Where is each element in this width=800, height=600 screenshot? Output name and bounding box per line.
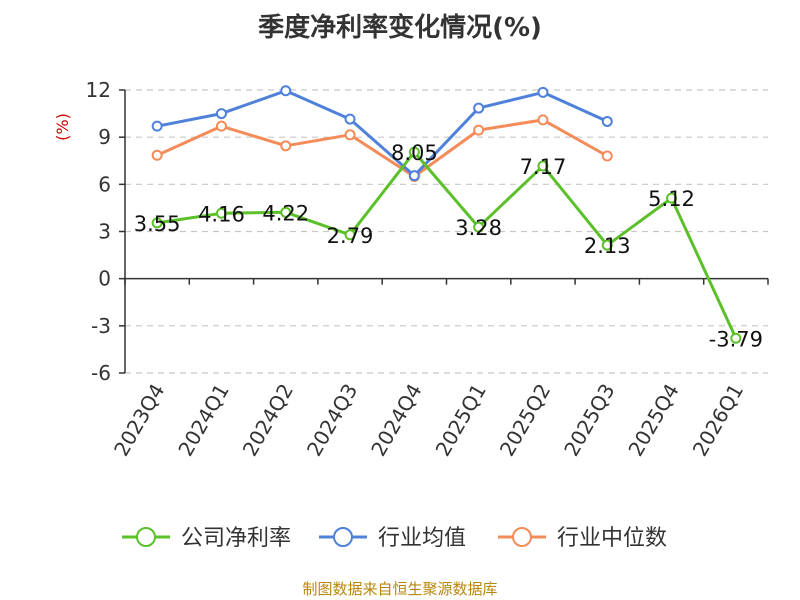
- legend-item: 行业均值: [319, 526, 466, 551]
- series-1: [151, 85, 613, 182]
- data-point: [601, 115, 613, 127]
- x-tick-label: 2024Q4: [366, 380, 426, 461]
- x-tick-label: 2025Q1: [431, 380, 491, 461]
- data-point: [344, 129, 356, 141]
- data-point: [344, 229, 356, 241]
- y-tick-label: 12: [86, 78, 111, 102]
- data-point: [601, 239, 613, 251]
- legend-marker: [136, 527, 156, 547]
- data-label: 7.17: [520, 155, 567, 179]
- legend-label: 公司净利率: [181, 526, 291, 551]
- data-label: -3.79: [709, 327, 763, 351]
- data-label: 2.13: [584, 234, 631, 258]
- data-point: [537, 114, 549, 126]
- data-point: [215, 207, 227, 219]
- data-point: [473, 221, 485, 233]
- x-tick-label: 2025Q3: [559, 380, 619, 461]
- data-point: [666, 192, 678, 204]
- data-label: 4.22: [262, 201, 309, 225]
- data-point: [537, 160, 549, 172]
- data-point: [280, 85, 292, 97]
- series-layer: [151, 85, 742, 344]
- y-tick-labels: 12 9 6 3 0 -3 -6: [86, 78, 111, 385]
- y-tick-label: 3: [98, 220, 111, 244]
- legend-label: 行业中位数: [557, 526, 667, 551]
- axes: [119, 89, 769, 374]
- data-point: [473, 124, 485, 136]
- series-line: [156, 150, 738, 339]
- x-tick-label: 2024Q1: [173, 380, 233, 461]
- x-tick-label: 2025Q2: [495, 380, 555, 461]
- data-point: [730, 332, 742, 344]
- data-point: [408, 170, 420, 182]
- y-tick-label: 6: [98, 172, 111, 196]
- data-labels: 3.55 4.16 4.22 2.79 8.05 3.28 7.17 2.13 5.12 -3.7…: [134, 141, 763, 351]
- grid-lines: [125, 89, 768, 374]
- source-note: 制图数据来自恒生聚源数据库: [302, 580, 497, 598]
- x-tick-label: 2024Q3: [302, 380, 362, 461]
- data-point: [151, 120, 163, 132]
- y-tick-label: 9: [98, 125, 111, 149]
- chart-title: 季度净利率变化情况(%): [258, 12, 542, 43]
- x-tick-label: 2023Q4: [109, 380, 169, 461]
- data-point: [408, 146, 420, 158]
- data-label: 8.05: [391, 141, 438, 165]
- y-tick-label: 0: [98, 267, 111, 291]
- data-point: [215, 108, 227, 120]
- legend: 公司净利率 行业均值 行业中位数: [122, 526, 667, 551]
- data-label: 3.55: [134, 212, 181, 236]
- legend-item: 行业中位数: [498, 526, 667, 551]
- series-0: [151, 146, 742, 344]
- data-point: [280, 140, 292, 152]
- series-line: [156, 89, 608, 178]
- data-point: [215, 120, 227, 132]
- data-point: [473, 102, 485, 114]
- data-point: [280, 206, 292, 218]
- x-tick-label: 2026Q1: [688, 380, 748, 461]
- data-label: 4.16: [198, 202, 245, 226]
- data-label: 2.79: [327, 224, 374, 248]
- legend-marker: [333, 527, 353, 547]
- data-point: [151, 149, 163, 161]
- data-point: [601, 150, 613, 162]
- data-point: [151, 217, 163, 229]
- legend-item: 公司净利率: [122, 526, 291, 551]
- x-tick-label: 2025Q4: [623, 380, 683, 461]
- x-tick-label: 2024Q2: [238, 380, 298, 461]
- y-axis-unit: (%): [53, 113, 72, 141]
- x-tick-labels: 2023Q4 2024Q1 2024Q2 2024Q3 2024Q4 2025Q1 2025…: [109, 380, 748, 461]
- data-label: 3.28: [455, 216, 502, 240]
- y-tick-label: -3: [91, 314, 111, 338]
- data-point: [537, 86, 549, 98]
- legend-marker: [512, 527, 532, 547]
- y-tick-label: -6: [91, 361, 111, 385]
- data-point: [344, 113, 356, 125]
- data-label: 5.12: [648, 187, 695, 211]
- series-line: [156, 118, 609, 178]
- legend-label: 行业均值: [378, 526, 466, 551]
